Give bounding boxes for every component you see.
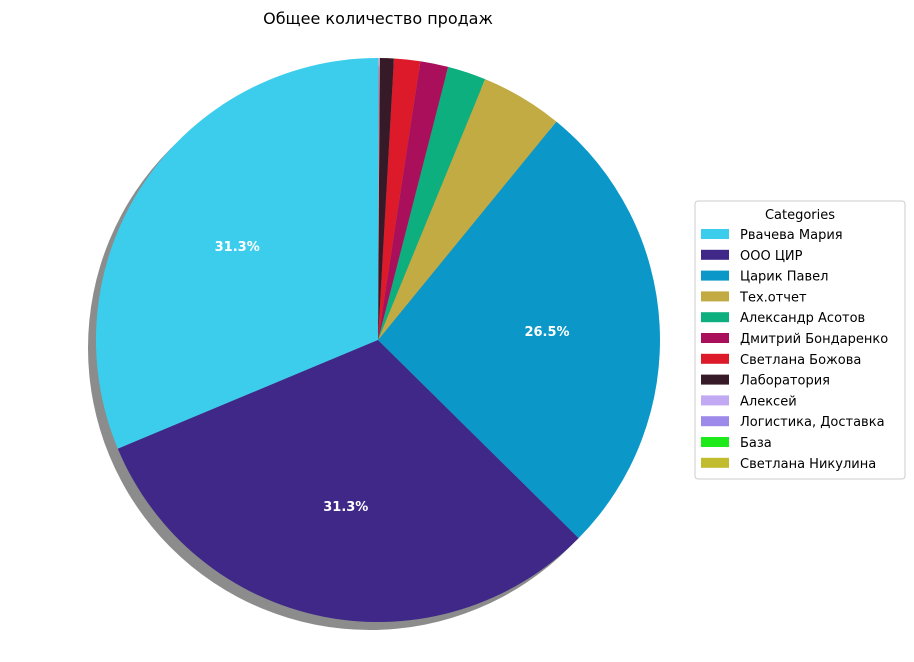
legend-label: Дмитрий Бондаренко [740,332,888,347]
slice-1 [96,58,378,449]
legend-title: Categories [765,208,835,223]
legend-label: Царик Павел [740,270,828,285]
slice-6 [378,61,449,340]
legend-label: База [740,436,772,451]
legend-label: Тех.отчет [739,290,807,305]
legend-label: Светлана Никулина [740,457,876,472]
legend: Categories Рвачева Мария ООО ЦИР Царик Пав… [694,200,906,480]
slice-percent-label: 26.5% [524,325,569,340]
legend-swatch [701,249,729,260]
legend-label: Рвачева Мария [740,228,843,243]
legend-swatch [701,333,729,343]
legend-swatch [701,291,729,302]
legend-label: ООО ЦИР [740,249,803,264]
legend-label: Александр Асотов [740,311,865,326]
legend-swatch [701,374,729,385]
legend-label: Алексей [740,394,797,409]
legend-label: Светлана Божова [740,353,861,368]
chart-title: Общее количество продаж [263,9,493,28]
slice-percent-label: 31.3% [215,240,260,255]
slice-5 [378,66,486,341]
legend-frame [694,200,906,480]
pie-labels: 31.3% 31.3% 26.5% [215,240,570,515]
legend-swatch [701,457,729,468]
slice-9 [378,58,380,340]
legend-label: Лаборатория [740,374,830,389]
legend-items: Рвачева Мария ООО ЦИР Царик Павел Тех.отчет… [701,228,888,472]
pie-slices [96,57,660,622]
slice-7 [378,58,421,340]
legend-label: Логистика, Доставка [740,415,885,430]
legend-swatch [701,416,729,427]
legend-swatch [701,270,729,281]
slice-10 [378,57,379,340]
legend-swatch [701,353,729,364]
legend-swatch [701,395,729,406]
slice-2 [117,340,579,622]
slice-3 [378,121,660,539]
slice-8 [378,58,394,340]
legend-swatch [701,229,729,239]
legend-swatch [701,312,729,323]
legend-swatch [701,437,729,447]
slice-percent-label: 31.3% [323,500,368,515]
slice-4 [378,79,557,340]
